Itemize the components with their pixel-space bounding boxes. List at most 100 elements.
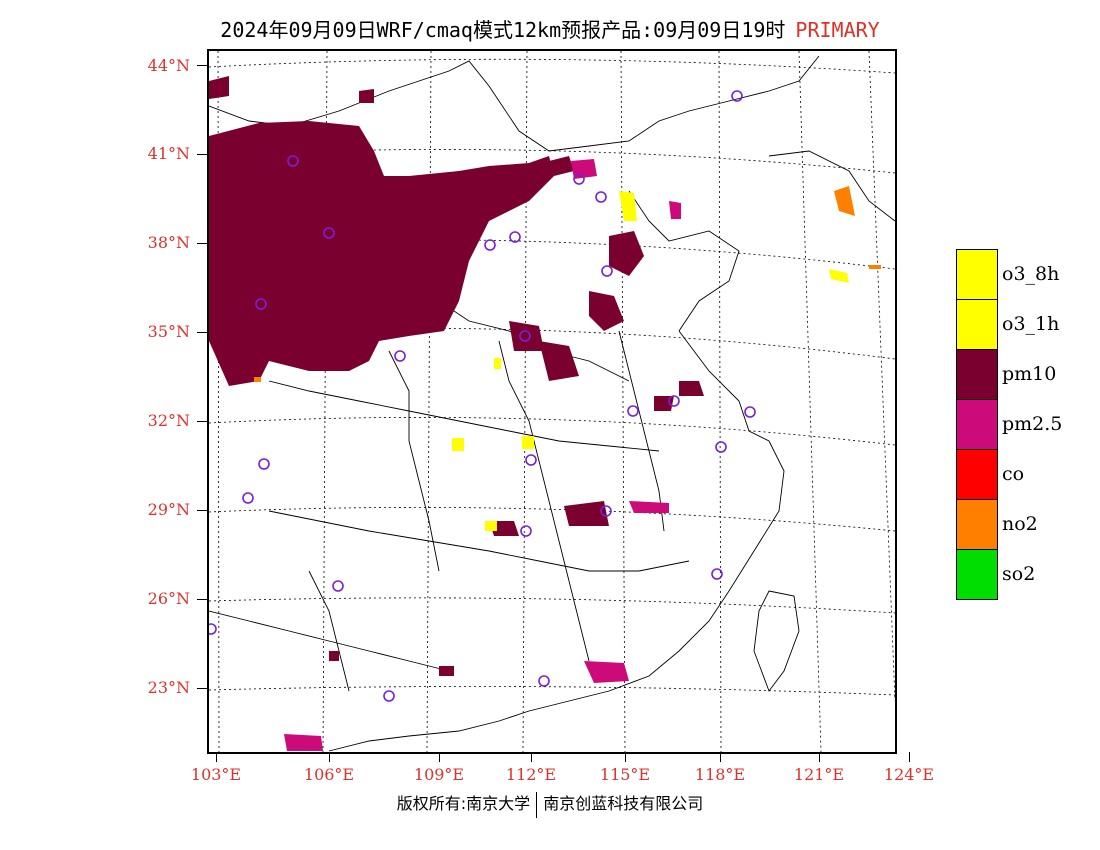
o3-patch: [494, 358, 501, 369]
lon-tick: [625, 752, 626, 762]
no2-areas: [254, 186, 881, 382]
boundaries: [209, 55, 895, 752]
pm10-patch: [439, 666, 454, 676]
province-line: [209, 610, 450, 672]
lon-label-103: 103°E: [190, 765, 242, 784]
pm10-patch: [654, 396, 674, 411]
graticule-line: [426, 51, 432, 752]
station-marker: [519, 330, 531, 342]
station-marker: [255, 298, 267, 310]
province-line: [268, 380, 660, 452]
legend-label-o3-8h: o3_8h: [1002, 263, 1060, 285]
lat-tick: [197, 154, 207, 155]
pm10-patch: [509, 321, 544, 351]
station-marker: [538, 675, 550, 687]
no2-patch: [254, 377, 261, 382]
lat-label-23: 23°N: [147, 678, 190, 697]
station-marker: [383, 690, 395, 702]
title-main: 2024年09月09日WRF/cmaq模式12km预报产品:09月09日19时: [220, 18, 786, 42]
coast-east-south: [328, 330, 785, 752]
station-marker: [601, 265, 613, 277]
graticule-line: [209, 507, 895, 532]
lat-label-41: 41°N: [147, 144, 190, 163]
map-title: 2024年09月09日WRF/cmaq模式12km预报产品:09月09日19时 P…: [0, 14, 1100, 43]
lat-tick: [197, 332, 207, 333]
pm10-patch: [609, 231, 644, 276]
station-marker: [258, 458, 270, 470]
footer-separator: [536, 791, 538, 818]
no2-patch: [869, 265, 881, 269]
o3-areas: [452, 191, 849, 531]
lon-label-106: 106°E: [303, 765, 355, 784]
pm25-patch: [629, 501, 669, 513]
graticule-line: [798, 51, 822, 752]
station-marker: [287, 155, 299, 167]
legend-swatch-o3-1h: [956, 299, 998, 350]
legend-label-co: co: [1002, 463, 1025, 485]
lon-label-109: 109°E: [413, 765, 465, 784]
graticule-line: [620, 51, 626, 752]
province-line: [498, 340, 590, 662]
lon-tick: [216, 752, 217, 762]
province-line: [268, 510, 690, 572]
station-marker: [242, 492, 254, 504]
graticule-line: [209, 58, 895, 74]
pm25-areas: [284, 159, 681, 751]
pm10-region-northwest: [209, 121, 554, 386]
legend-label-pm25: pm2.5: [1002, 413, 1063, 435]
station-marker: [323, 227, 335, 239]
map-canvas: [209, 51, 895, 752]
lat-label-44: 44°N: [147, 56, 190, 75]
legend-swatch-so2: [956, 549, 998, 600]
lon-label-121: 121°E: [793, 765, 845, 784]
lat-tick: [197, 599, 207, 600]
lon-label-112: 112°E: [505, 765, 557, 784]
legend-swatch-pm10: [956, 349, 998, 400]
lon-label-124: 124°E: [883, 765, 935, 784]
o3-patch: [619, 191, 637, 221]
lon-label-115: 115°E: [599, 765, 651, 784]
lon-tick: [720, 752, 721, 762]
title-tag: PRIMARY: [795, 18, 880, 42]
station-marker: [394, 350, 406, 362]
lat-label-38: 38°N: [147, 233, 190, 252]
station-marker: [209, 623, 217, 635]
no2-patch: [834, 186, 855, 216]
o3-patch: [829, 269, 849, 283]
station-marker: [520, 525, 532, 537]
station-marker: [711, 568, 723, 580]
pm10-patch: [679, 381, 704, 396]
graticule-line: [718, 51, 722, 752]
graticule-line: [209, 686, 895, 696]
lon-tick: [531, 752, 532, 762]
pm10-patch: [209, 76, 229, 99]
pm10-patch: [329, 651, 339, 661]
pm10-patch: [359, 89, 374, 103]
lat-tick: [197, 243, 207, 244]
legend-label-so2: so2: [1002, 563, 1036, 585]
lat-tick: [197, 65, 207, 66]
copyright-left: 版权所有:南京大学: [396, 794, 531, 813]
station-marker: [595, 191, 607, 203]
station-marker: [573, 173, 585, 185]
province-line: [618, 330, 665, 532]
forecast-map: [207, 49, 897, 754]
lat-label-32: 32°N: [147, 411, 190, 430]
lon-tick: [819, 752, 820, 762]
graticule-line: [209, 597, 895, 614]
pm25-patch: [669, 201, 681, 219]
lon-tick: [909, 752, 910, 762]
province-line: [388, 350, 440, 572]
station-marker: [744, 406, 756, 418]
graticule-line: [209, 417, 895, 446]
lat-tick: [197, 688, 207, 689]
lat-tick: [197, 421, 207, 422]
lon-label-118: 118°E: [694, 765, 746, 784]
legend-swatch-co: [956, 449, 998, 500]
pm10-patch: [589, 291, 624, 331]
legend-swatch-pm25: [956, 399, 998, 450]
pm10-patch: [539, 341, 579, 381]
o3-patch: [522, 436, 534, 449]
pm25-patch: [584, 661, 629, 683]
coast-bohai: [628, 190, 740, 332]
